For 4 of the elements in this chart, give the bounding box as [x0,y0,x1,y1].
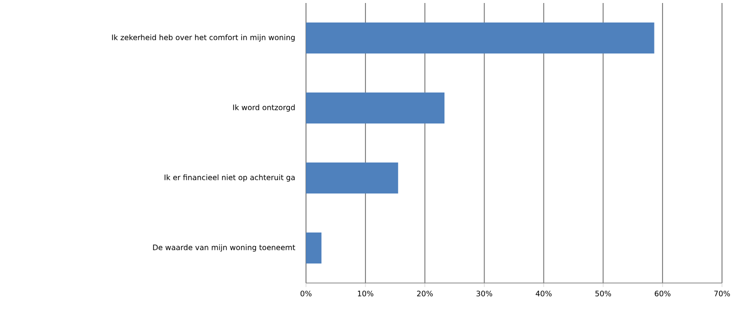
bar [306,162,398,194]
bar [306,92,444,124]
bar [306,22,654,54]
bar [306,232,322,264]
